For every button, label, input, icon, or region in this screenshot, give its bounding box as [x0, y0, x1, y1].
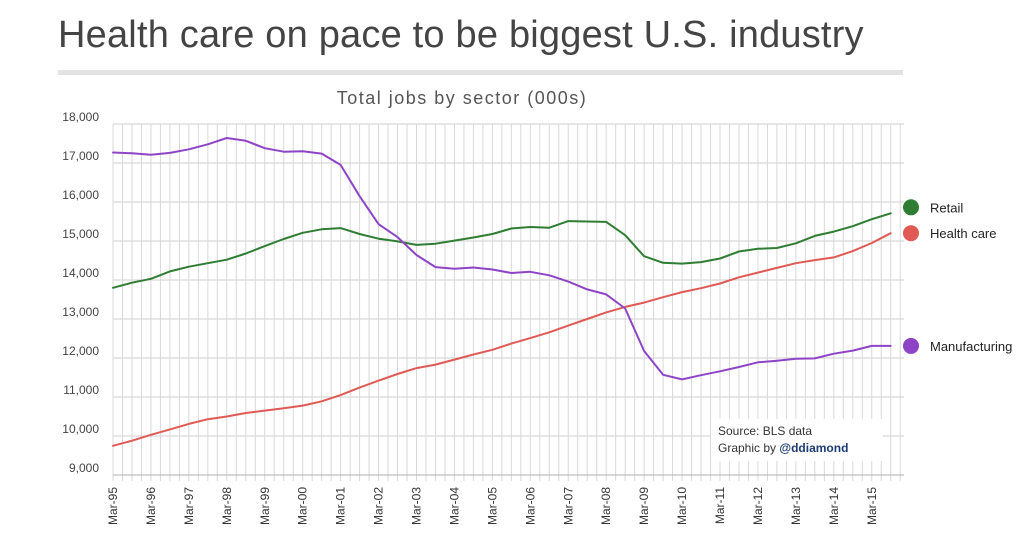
x-tick-label: Mar-13 — [789, 487, 803, 525]
x-tick-label: Mar-95 — [106, 487, 120, 525]
chart-title: Total jobs by sector (000s) — [336, 88, 588, 108]
x-tick-label: Mar-15 — [865, 487, 879, 525]
legend-marker — [903, 225, 919, 242]
y-tick-label: 18,000 — [62, 110, 99, 124]
headline: Health care on pace to be biggest U.S. i… — [58, 14, 864, 56]
source-box — [711, 419, 883, 461]
author-handle[interactable]: @ddiamond — [779, 441, 849, 455]
x-tick-label: Mar-98 — [220, 487, 234, 525]
y-tick-label: 16,000 — [62, 188, 99, 202]
x-tick-label: Mar-02 — [372, 487, 386, 525]
series-line-retail — [112, 212, 892, 289]
x-axis-ticks: Mar-95 Mar-96 Mar-97 Mar-98 Mar-99 Mar-00 Mar-… — [106, 487, 879, 525]
series-line-health-care — [112, 232, 892, 447]
source-note: Source: BLS data — [718, 424, 813, 438]
y-tick-label: 12,000 — [62, 344, 99, 358]
x-tick-label: Mar-96 — [144, 487, 158, 525]
y-tick-label: 17,000 — [62, 149, 99, 163]
legend-label: Health care — [930, 226, 996, 241]
y-tick-label: 14,000 — [62, 266, 99, 280]
y-tick-label: 13,000 — [62, 305, 99, 319]
x-tick-label: Mar-14 — [827, 487, 841, 525]
y-tick-label: 9,000 — [69, 461, 99, 475]
x-tick-label: Mar-10 — [675, 487, 689, 525]
x-tick-label: Mar-09 — [637, 487, 651, 525]
x-tick-label: Mar-11 — [713, 487, 727, 524]
y-tick-label: 15,000 — [62, 227, 99, 241]
x-tick-label: Mar-12 — [751, 487, 765, 525]
headline-divider — [58, 70, 903, 75]
y-tick-label: 11,000 — [63, 383, 99, 397]
x-tick-label: Mar-97 — [182, 487, 196, 525]
legend-label: Retail — [930, 200, 963, 215]
legend-marker — [903, 337, 919, 354]
graphic-by-label: Graphic by — [718, 441, 777, 455]
x-tick-label: Mar-03 — [410, 487, 424, 525]
x-tick-label: Mar-06 — [523, 487, 537, 525]
x-tick-label: Mar-99 — [258, 487, 272, 525]
legend-marker — [903, 199, 919, 216]
x-tick-label: Mar-00 — [296, 487, 310, 525]
x-tick-label: Mar-08 — [599, 487, 613, 525]
x-tick-label: Mar-04 — [447, 487, 461, 525]
series-lines — [112, 137, 892, 447]
legend-label: Manufacturing — [930, 339, 1012, 354]
y-tick-label: 10,000 — [62, 422, 99, 436]
x-tick-label: Mar-01 — [334, 487, 348, 525]
x-tick-label: Mar-05 — [485, 487, 499, 525]
graphic-credit: Graphic by @ddiamond — [718, 441, 848, 455]
grid-lines — [112, 123, 904, 481]
y-axis-ticks: 9,000 10,000 11,000 12,000 13,000 14,000 15,00… — [62, 110, 99, 475]
x-tick-label: Mar-07 — [561, 487, 575, 525]
legend: Retail Health care Manufacturing — [903, 199, 1012, 354]
series-line-manufacturing — [112, 137, 892, 381]
